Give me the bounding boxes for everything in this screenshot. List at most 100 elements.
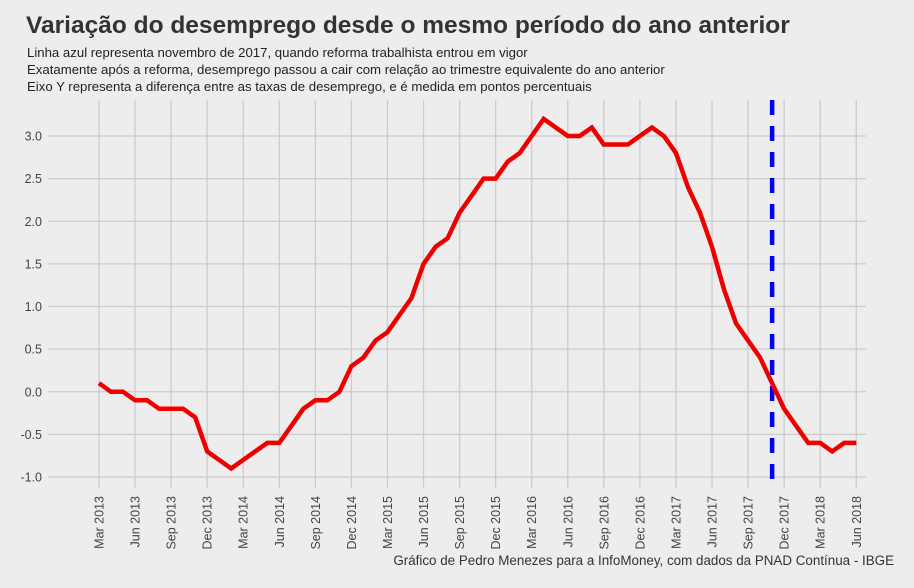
x-tick-label: Jun 2018 bbox=[850, 496, 864, 547]
data-point bbox=[410, 297, 413, 300]
data-point bbox=[434, 245, 437, 248]
x-tick-label: Jun 2013 bbox=[129, 496, 143, 547]
data-point bbox=[723, 288, 726, 291]
data-point bbox=[807, 441, 810, 444]
data-point bbox=[134, 399, 137, 402]
data-point bbox=[530, 135, 533, 138]
x-tick-label: Jun 2017 bbox=[706, 496, 720, 547]
data-point bbox=[831, 450, 834, 453]
y-axis: -1.0 -0.5 0.0 0.5 1.0 1.5 2.0 2.5 3.0 bbox=[20, 130, 42, 485]
chart-title: Variação do desemprego desde o mesmo per… bbox=[26, 12, 790, 39]
data-point bbox=[819, 441, 822, 444]
data-point bbox=[362, 356, 365, 359]
data-point bbox=[338, 390, 341, 393]
chart-subtitle-3: Eixo Y representa a diferença entre as t… bbox=[27, 79, 592, 94]
data-point bbox=[230, 467, 233, 470]
x-tick-label: Jun 2014 bbox=[273, 496, 287, 547]
y-tick-label: 2.5 bbox=[25, 172, 42, 186]
data-point bbox=[446, 237, 449, 240]
data-point bbox=[458, 211, 461, 214]
x-tick-label: Dec 2015 bbox=[489, 496, 503, 550]
data-point bbox=[578, 135, 581, 138]
x-tick-label: Sep 2016 bbox=[597, 496, 611, 550]
data-point bbox=[98, 382, 101, 385]
data-point bbox=[110, 390, 113, 393]
y-tick-label: 1.5 bbox=[25, 257, 42, 271]
data-point bbox=[170, 407, 173, 410]
data-point bbox=[314, 399, 317, 402]
y-tick-label: 0.5 bbox=[25, 343, 42, 357]
data-point bbox=[554, 126, 557, 129]
y-tick-label: 0.0 bbox=[25, 385, 42, 399]
data-point bbox=[711, 245, 714, 248]
x-tick-label: Mar 2017 bbox=[669, 496, 683, 549]
x-tick-label: Dec 2014 bbox=[345, 496, 359, 550]
data-point bbox=[843, 441, 846, 444]
data-point bbox=[494, 177, 497, 180]
x-tick-label: Sep 2015 bbox=[453, 496, 467, 550]
data-point bbox=[206, 450, 209, 453]
y-tick-label: 3.0 bbox=[25, 130, 42, 144]
x-tick-label: Sep 2017 bbox=[742, 496, 756, 550]
chart-subtitle-2: Exatamente após a reforma, desemprego pa… bbox=[27, 62, 665, 77]
data-point bbox=[759, 356, 762, 359]
data-point bbox=[771, 382, 774, 385]
x-tick-label: Jun 2016 bbox=[561, 496, 575, 547]
data-point bbox=[506, 160, 509, 163]
data-point bbox=[747, 339, 750, 342]
x-tick-label: Dec 2017 bbox=[778, 496, 792, 550]
data-point bbox=[518, 152, 521, 155]
data-point bbox=[146, 399, 149, 402]
x-axis: Mar 2013 Jun 2013 Sep 2013 Dec 2013 Mar 2014… bbox=[93, 496, 864, 550]
data-point bbox=[614, 143, 617, 146]
y-tick-label: -0.5 bbox=[20, 428, 42, 442]
data-point bbox=[482, 177, 485, 180]
y-tick-label: -1.0 bbox=[20, 471, 42, 485]
data-point bbox=[374, 339, 377, 342]
x-tick-label: Jun 2015 bbox=[417, 496, 431, 547]
data-point bbox=[350, 365, 353, 368]
x-tick-label: Sep 2013 bbox=[165, 496, 179, 550]
x-tick-label: Mar 2014 bbox=[237, 496, 251, 549]
data-point bbox=[699, 211, 702, 214]
x-tick-label: Dec 2016 bbox=[633, 496, 647, 550]
data-point bbox=[638, 135, 641, 138]
data-point bbox=[122, 390, 125, 393]
y-tick-label: 2.0 bbox=[25, 215, 42, 229]
data-point bbox=[398, 314, 401, 317]
data-point bbox=[302, 407, 305, 410]
chart-caption: Gráfico de Pedro Menezes para a InfoMone… bbox=[393, 553, 894, 568]
data-point bbox=[542, 117, 545, 120]
data-point bbox=[662, 135, 665, 138]
data-point bbox=[783, 407, 786, 410]
data-point bbox=[290, 424, 293, 427]
data-point bbox=[422, 262, 425, 265]
x-tick-label: Dec 2013 bbox=[201, 496, 215, 550]
data-point bbox=[855, 441, 858, 444]
data-point bbox=[626, 143, 629, 146]
x-tick-label: Mar 2016 bbox=[525, 496, 539, 549]
x-tick-label: Mar 2018 bbox=[814, 496, 828, 549]
data-point bbox=[266, 441, 269, 444]
series-line bbox=[97, 115, 857, 472]
data-point bbox=[158, 407, 161, 410]
data-point bbox=[254, 450, 257, 453]
y-tick-label: 1.0 bbox=[25, 300, 42, 314]
data-point bbox=[278, 441, 281, 444]
data-point bbox=[650, 126, 653, 129]
data-point bbox=[675, 152, 678, 155]
data-point bbox=[470, 194, 473, 197]
series-layer bbox=[97, 115, 858, 472]
chart-subtitle-1: Linha azul representa novembro de 2017, … bbox=[27, 45, 528, 60]
data-point bbox=[687, 186, 690, 189]
data-point bbox=[602, 143, 605, 146]
grid-lines bbox=[48, 100, 866, 488]
data-point bbox=[566, 135, 569, 138]
data-point bbox=[735, 322, 738, 325]
x-tick-label: Sep 2014 bbox=[309, 496, 323, 550]
data-point bbox=[182, 407, 185, 410]
data-point bbox=[194, 416, 197, 419]
x-tick-label: Mar 2013 bbox=[93, 496, 107, 549]
data-point bbox=[242, 458, 245, 461]
